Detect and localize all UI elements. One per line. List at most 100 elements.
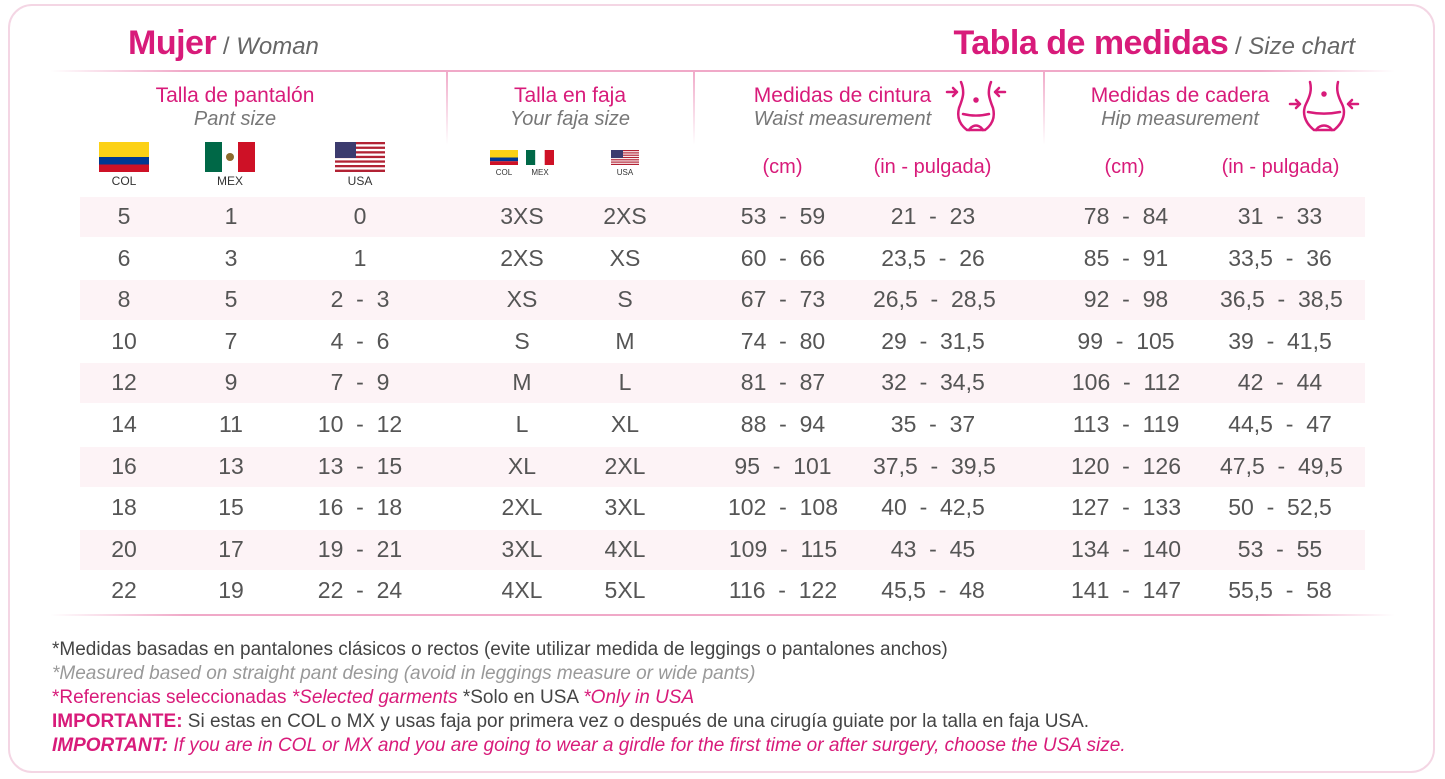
cell-waist-cm: 116 - 122 [728, 577, 838, 604]
cell-faja-usa: 2XS [603, 203, 647, 229]
table-row [80, 405, 1365, 445]
cell-usa-size: 22 - 24 [317, 577, 403, 604]
cell-waist-cm: 74 - 80 [740, 327, 826, 354]
mexico-flag-icon [205, 142, 255, 172]
cell-col-size: 12 [111, 369, 137, 396]
cell-hip-in: 53 - 55 [1237, 535, 1323, 562]
cell-waist-cm: 88 - 94 [740, 411, 826, 437]
cell-hip-in: 55,5 - 58 [1228, 577, 1332, 604]
table-row [80, 197, 1365, 237]
cell-col-size: 18 [111, 494, 137, 521]
cell-waist-in: 32 - 34,5 [881, 369, 985, 396]
note-line-4: IMPORTANTE: Si estas en COL o MX y usas … [52, 711, 1090, 732]
cell-mex-size: 9 [224, 369, 238, 396]
cell-waist-in: 35 - 37 [890, 411, 976, 437]
table-row [80, 488, 1365, 529]
cell-usa-size: 2 - 3 [330, 286, 390, 313]
cell-waist-in: 29 - 31,5 [881, 327, 985, 354]
cell-col-size: 14 [111, 411, 137, 437]
cell-hip-cm: 134 - 140 [1071, 535, 1181, 562]
cell-faja-col-mex: 2XL [501, 494, 543, 521]
cell-hip-in: 36,5 - 38,5 [1220, 286, 1343, 313]
unit-in-waist: (in - pulgada) [873, 156, 992, 178]
cell-hip-cm: 120 - 126 [1071, 452, 1181, 479]
column-divider [693, 70, 695, 145]
cell-faja-col-mex: XS [506, 286, 538, 313]
cell-col-size: 20 [111, 535, 137, 562]
column-divider [1043, 70, 1045, 145]
cell-hip-cm: 141 - 147 [1071, 577, 1181, 604]
cell-usa-size: 1 [353, 244, 367, 271]
cell-usa-size: 4 - 6 [330, 327, 390, 354]
flag-label-col: COL [111, 174, 137, 188]
cell-mex-size: 15 [218, 494, 244, 521]
cell-waist-cm: 67 - 73 [740, 286, 826, 313]
flag-label-usa: USA [347, 174, 373, 188]
group-header-faja: Talla en faja Your faja size [509, 84, 631, 130]
cell-faja-usa: XS [609, 244, 641, 271]
flag-label-mex: MEX [216, 174, 243, 188]
cell-col-size: 6 [117, 244, 131, 271]
cell-waist-cm: 81 - 87 [740, 369, 826, 396]
group-header-hip: Medidas de cadera Hip measurement [1090, 84, 1270, 130]
table-row [80, 571, 1365, 612]
cell-hip-cm: 99 - 105 [1077, 327, 1175, 354]
cell-faja-col-mex: XL [507, 452, 537, 479]
cell-waist-cm: 53 - 59 [740, 203, 826, 229]
cell-hip-cm: 113 - 119 [1072, 411, 1180, 437]
cell-mex-size: 5 [224, 286, 238, 313]
unit-cm-hip: (cm) [1104, 156, 1145, 178]
cell-hip-in: 47,5 - 49,5 [1220, 452, 1343, 479]
flag-label-usa: USA [616, 168, 634, 177]
cell-hip-in: 42 - 44 [1237, 369, 1323, 396]
cell-faja-usa: XL [610, 411, 640, 437]
cell-waist-in: 40 - 42,5 [881, 494, 985, 521]
cell-waist-in: 37,5 - 39,5 [873, 452, 996, 479]
cell-waist-cm: 95 - 101 [734, 452, 832, 479]
cell-mex-size: 13 [218, 452, 244, 479]
cell-waist-in: 43 - 45 [890, 535, 976, 562]
cell-waist-in: 45,5 - 48 [881, 577, 985, 604]
header-divider-top [50, 70, 1395, 72]
cell-waist-in: 21 - 23 [890, 203, 976, 229]
group-header-pant: Talla de pantalón Pant size [155, 84, 315, 130]
cell-col-size: 16 [111, 452, 137, 479]
cell-usa-size: 10 - 12 [317, 411, 403, 437]
cell-hip-in: 39 - 41,5 [1228, 327, 1332, 354]
group-header-waist: Medidas de cintura Waist measurement [753, 84, 932, 130]
flag-label-col: COL [495, 168, 513, 177]
colombia-flag-icon [490, 150, 518, 165]
flag-label-mex: MEX [531, 168, 549, 177]
title-size-chart: Tabla de medidas / Size chart [953, 24, 1355, 62]
cell-faja-usa: 5XL [604, 577, 646, 604]
table-row [80, 280, 1365, 321]
table-row [80, 446, 1365, 487]
cell-waist-cm: 60 - 66 [740, 244, 826, 271]
cell-hip-cm: 127 - 133 [1071, 494, 1181, 521]
cell-hip-cm: 85 - 91 [1083, 244, 1169, 271]
usa-flag-icon [335, 142, 385, 172]
cell-hip-in: 44,5 - 47 [1228, 411, 1332, 437]
cell-faja-col-mex: L [515, 411, 529, 437]
cell-usa-size: 13 - 15 [317, 452, 403, 479]
cell-faja-usa: 2XL [604, 452, 646, 479]
cell-col-size: 8 [117, 286, 131, 313]
cell-faja-usa: 4XL [604, 535, 646, 562]
cell-waist-in: 23,5 - 26 [881, 244, 985, 271]
cell-col-size: 22 [111, 577, 137, 604]
table-row [80, 363, 1365, 404]
cell-faja-col-mex: 4XL [501, 577, 543, 604]
note-line-5: IMPORTANT: If you are in COL or MX and y… [52, 735, 1126, 756]
note-line-3: *Referencias seleccionadas *Selected gar… [52, 687, 695, 708]
cell-hip-cm: 106 - 112 [1071, 369, 1181, 396]
cell-usa-size: 16 - 18 [317, 494, 403, 521]
footnotes: *Medidas basadas en pantalones clásicos … [52, 638, 1126, 758]
cell-faja-usa: 3XL [604, 494, 646, 521]
cell-waist-in: 26,5 - 28,5 [873, 286, 996, 313]
table-divider-bottom [50, 614, 1395, 616]
cell-mex-size: 19 [218, 577, 244, 604]
cell-faja-usa: L [618, 369, 632, 396]
cell-hip-in: 50 - 52,5 [1228, 494, 1332, 521]
column-divider [446, 70, 448, 145]
cell-usa-size: 7 - 9 [330, 369, 390, 396]
